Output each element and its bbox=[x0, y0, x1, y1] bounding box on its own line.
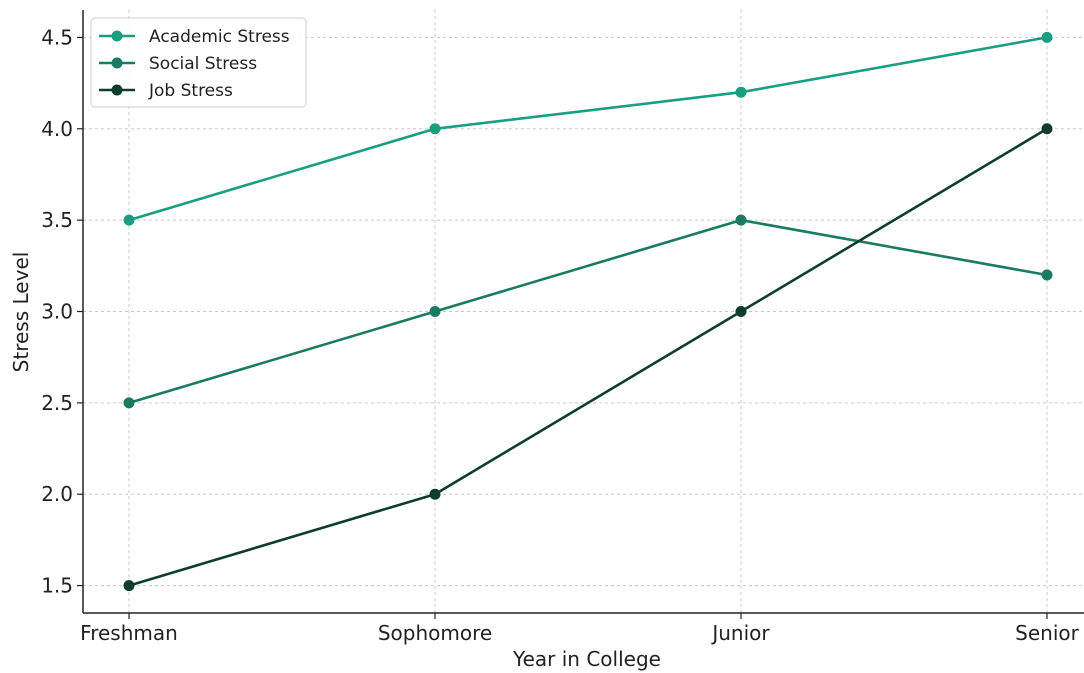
series-line bbox=[128, 218, 1048, 405]
y-tick-label: 4.0 bbox=[41, 117, 73, 141]
data-point bbox=[123, 397, 135, 409]
legend-item: Job Stress bbox=[99, 81, 233, 101]
y-tick-label: 4.5 bbox=[41, 25, 73, 49]
data-point bbox=[1041, 123, 1053, 135]
legend-marker bbox=[111, 30, 123, 42]
data-point bbox=[735, 306, 747, 317]
x-ticks: Freshman Sophomore Junior Senior bbox=[80, 613, 1080, 645]
series-group bbox=[123, 31, 1053, 592]
legend-label: Social Stress bbox=[149, 54, 257, 74]
x-tick-label: Freshman bbox=[80, 621, 178, 645]
legend-item: Social Stress bbox=[99, 54, 257, 74]
data-point bbox=[429, 123, 441, 135]
data-point bbox=[735, 214, 747, 226]
series-line bbox=[128, 127, 1048, 587]
series-social-stress bbox=[123, 214, 1053, 409]
series-academic-stress bbox=[123, 31, 1053, 226]
legend-box bbox=[90, 17, 307, 108]
y-tick-label: 3.5 bbox=[41, 208, 73, 232]
data-point bbox=[123, 214, 135, 226]
data-point bbox=[429, 488, 441, 500]
y-tick-label: 3.0 bbox=[41, 300, 73, 324]
series-job-stress bbox=[123, 123, 1053, 592]
y-ticks: 1.5 2.0 2.5 3.0 3.5 4.0 4.5 bbox=[41, 25, 83, 598]
legend-item: Academic Stress bbox=[99, 27, 290, 47]
legend-marker bbox=[111, 84, 123, 96]
legend-marker bbox=[111, 57, 123, 69]
legend-label: Job Stress bbox=[148, 81, 233, 101]
y-tick-label: 2.5 bbox=[41, 391, 73, 415]
y-tick-label: 1.5 bbox=[41, 574, 73, 598]
y-axis-title: Stress Level bbox=[9, 252, 33, 373]
legend: Academic Stress Social Stress Job Stress bbox=[90, 17, 307, 108]
x-tick-label: Senior bbox=[1015, 621, 1079, 645]
data-point bbox=[1041, 31, 1053, 43]
data-point bbox=[735, 86, 747, 98]
series-line bbox=[128, 36, 1048, 222]
data-point bbox=[123, 580, 135, 592]
y-tick-label: 2.0 bbox=[41, 482, 73, 506]
x-axis-title: Year in College bbox=[512, 647, 661, 671]
data-point bbox=[1041, 269, 1053, 281]
data-point bbox=[429, 306, 441, 317]
x-tick-label: Junior bbox=[710, 621, 770, 645]
legend-label: Academic Stress bbox=[149, 27, 290, 47]
x-tick-label: Sophomore bbox=[378, 621, 492, 645]
